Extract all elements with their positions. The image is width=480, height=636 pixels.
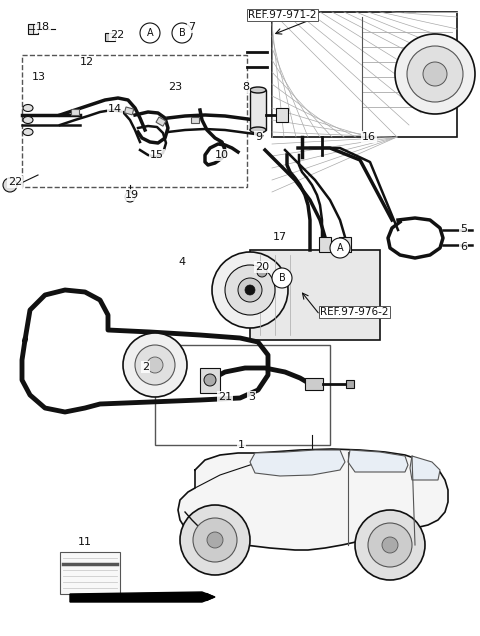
Circle shape — [207, 532, 223, 548]
Bar — [60, 552, 120, 594]
Circle shape — [355, 510, 425, 580]
Bar — [191, 117, 199, 123]
Text: 19: 19 — [125, 190, 139, 200]
Bar — [272, 12, 457, 137]
Text: REF.97-976-2: REF.97-976-2 — [320, 307, 388, 317]
Bar — [346, 380, 354, 388]
Bar — [319, 237, 331, 252]
Circle shape — [238, 278, 262, 302]
Polygon shape — [410, 456, 440, 480]
Circle shape — [180, 505, 250, 575]
Circle shape — [193, 518, 237, 562]
Text: 6: 6 — [460, 242, 467, 252]
Circle shape — [123, 333, 187, 397]
Bar — [156, 117, 166, 126]
Bar — [250, 250, 380, 340]
Bar — [276, 108, 288, 122]
Text: 21: 21 — [218, 392, 232, 402]
Ellipse shape — [250, 87, 266, 93]
Text: 5: 5 — [460, 224, 467, 234]
Text: 16: 16 — [362, 132, 376, 142]
Circle shape — [212, 252, 288, 328]
Bar — [200, 368, 220, 393]
Text: 15: 15 — [150, 150, 164, 160]
Bar — [71, 109, 79, 115]
Circle shape — [3, 178, 17, 192]
Bar — [155, 345, 330, 445]
Text: A: A — [336, 243, 343, 253]
Text: 14: 14 — [108, 104, 122, 114]
Text: 20: 20 — [255, 262, 269, 272]
Text: A: A — [147, 28, 153, 38]
Text: 13: 13 — [32, 72, 46, 82]
Circle shape — [272, 268, 292, 288]
Circle shape — [245, 285, 255, 295]
Text: 17: 17 — [273, 232, 287, 242]
Bar — [339, 237, 351, 252]
Bar — [124, 107, 134, 115]
Circle shape — [172, 23, 192, 43]
Ellipse shape — [23, 116, 33, 123]
Bar — [28, 24, 38, 34]
Text: 4: 4 — [178, 257, 185, 267]
Polygon shape — [348, 450, 408, 472]
Polygon shape — [70, 592, 215, 602]
Text: 22: 22 — [110, 30, 124, 40]
Text: B: B — [179, 28, 185, 38]
Ellipse shape — [250, 127, 266, 133]
Circle shape — [140, 23, 160, 43]
Text: 7: 7 — [188, 22, 195, 32]
Circle shape — [125, 192, 135, 202]
Text: REF.97-971-2: REF.97-971-2 — [248, 10, 316, 20]
Text: 9: 9 — [255, 132, 262, 142]
Bar — [105, 33, 115, 41]
Circle shape — [382, 537, 398, 553]
Bar — [22, 55, 247, 187]
Text: 12: 12 — [80, 57, 94, 67]
Circle shape — [423, 62, 447, 86]
Circle shape — [330, 238, 350, 258]
Circle shape — [407, 46, 463, 102]
Text: 2: 2 — [142, 362, 149, 372]
Text: 18: 18 — [36, 22, 50, 32]
Circle shape — [204, 374, 216, 386]
Bar — [250, 90, 266, 130]
Text: 11: 11 — [78, 537, 92, 547]
Text: 3: 3 — [248, 392, 255, 402]
Circle shape — [395, 34, 475, 114]
Polygon shape — [250, 450, 345, 476]
Bar — [305, 378, 323, 390]
Polygon shape — [178, 449, 448, 550]
Circle shape — [147, 357, 163, 373]
Text: 23: 23 — [168, 82, 182, 92]
Text: 1: 1 — [238, 440, 245, 450]
Text: 10: 10 — [215, 150, 229, 160]
Ellipse shape — [23, 128, 33, 135]
Circle shape — [225, 265, 275, 315]
Circle shape — [135, 345, 175, 385]
Ellipse shape — [23, 104, 33, 111]
Text: B: B — [278, 273, 286, 283]
Text: 8: 8 — [242, 82, 249, 92]
Circle shape — [257, 267, 267, 277]
Text: 22: 22 — [8, 177, 22, 187]
Circle shape — [368, 523, 412, 567]
